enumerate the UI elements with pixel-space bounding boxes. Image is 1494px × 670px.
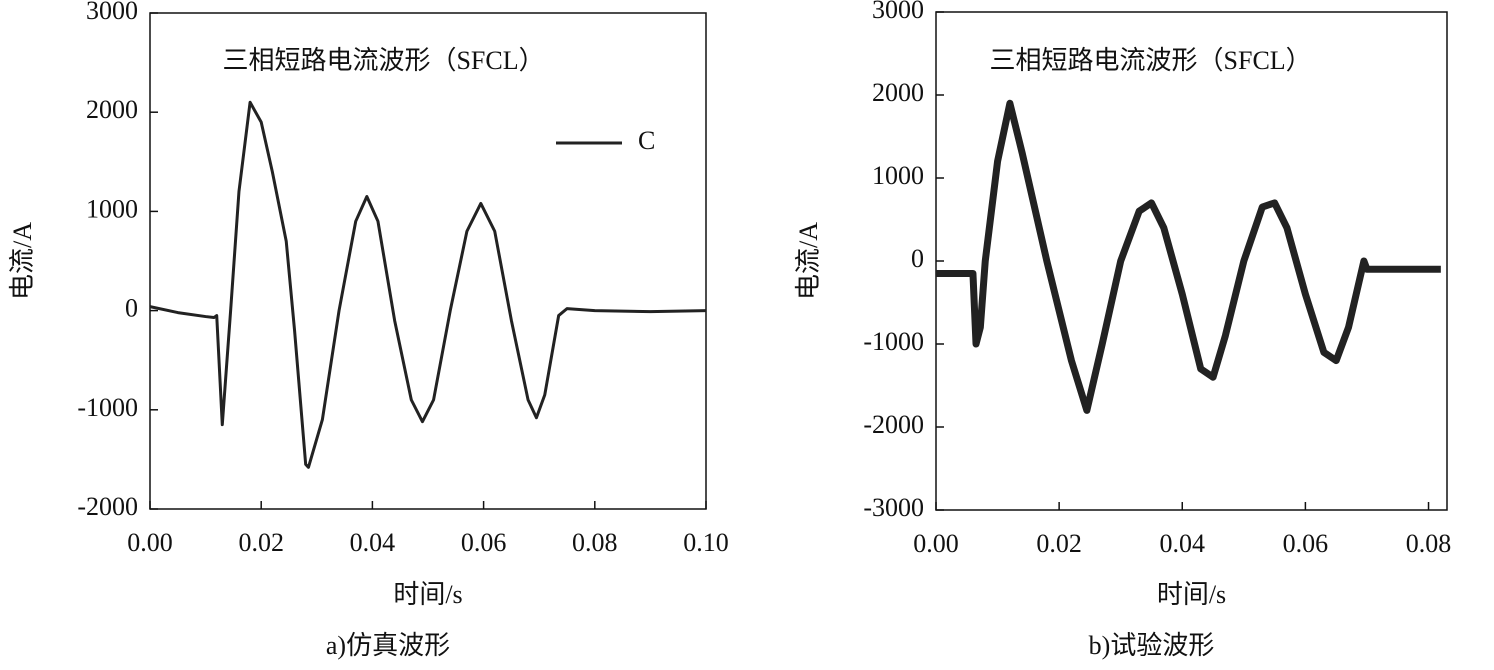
x-axis-label: 时间/s — [1157, 580, 1226, 609]
chart-title: 三相短路电流波形（SFCL） — [222, 46, 544, 75]
y-axis-label: 电流/A — [8, 222, 37, 300]
x-tick-label: 0.06 — [1283, 529, 1329, 558]
x-tick-label: 0.08 — [1406, 529, 1452, 558]
y-tick-label: 0 — [911, 244, 924, 273]
series-line — [149, 100, 707, 469]
x-tick-label: 0.04 — [350, 528, 396, 557]
y-tick-label: 1000 — [86, 194, 138, 223]
y-tick-label: -2000 — [863, 410, 924, 439]
y-tick-label: -1000 — [863, 327, 924, 356]
plot-frame — [935, 11, 1448, 511]
x-tick-label: 0.04 — [1160, 529, 1206, 558]
y-tick-label: 2000 — [86, 95, 138, 124]
y-tick-label: 3000 — [86, 0, 138, 25]
y-tick-label: 0 — [125, 294, 138, 323]
x-tick-label: 0.06 — [461, 528, 507, 557]
y-tick-label: 3000 — [872, 0, 924, 24]
x-axis-label: 时间/s — [393, 580, 462, 609]
y-tick-label: 2000 — [872, 78, 924, 107]
x-tick-label: 0.00 — [127, 528, 173, 557]
x-tick-label: 0.08 — [572, 528, 618, 557]
chart-title: 三相短路电流波形（SFCL） — [990, 46, 1312, 75]
x-tick-label: 0.10 — [683, 528, 729, 557]
y-tick-label: -1000 — [77, 393, 138, 422]
caption: b)试验波形 — [1089, 631, 1215, 660]
caption: a)仿真波形 — [326, 631, 450, 660]
y-tick-label: 1000 — [872, 161, 924, 190]
y-axis-label: 电流/A — [794, 222, 823, 300]
series-line — [936, 99, 1441, 414]
legend-label: C — [638, 126, 655, 155]
y-tick-label: -2000 — [77, 492, 138, 521]
y-tick-label: -3000 — [863, 493, 924, 522]
x-tick-label: 0.02 — [1036, 529, 1082, 558]
plot-frame — [149, 12, 707, 510]
x-tick-label: 0.00 — [913, 529, 959, 558]
x-tick-label: 0.02 — [238, 528, 284, 557]
